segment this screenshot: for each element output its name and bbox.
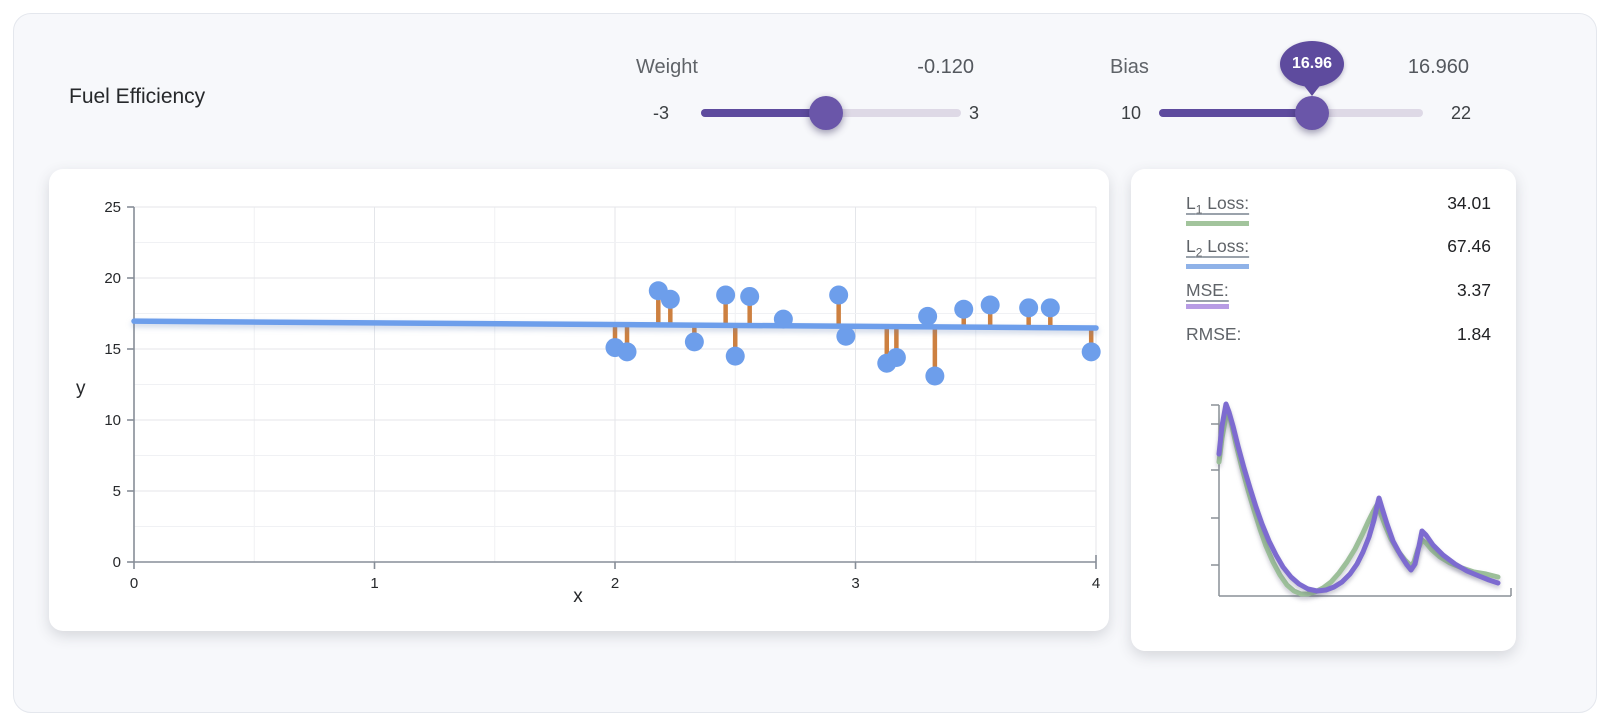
metric-label-l1[interactable]: L1 Loss: [1186,193,1250,227]
bias-min-label: 10 [1120,103,1141,123]
x-tick-label: 1 [370,575,378,592]
scatter-point[interactable] [740,286,760,306]
bias-slider-fill [1159,109,1313,117]
x-tick-label: 2 [611,575,619,592]
metric-row-l1: L1 Loss: 34.01 [1186,193,1491,227]
metric-row-l2: L2 Loss: 67.46 [1186,236,1491,270]
weight-label: Weight [636,56,698,78]
loss-curve-l1 [1216,408,1501,597]
regression-line [131,318,1099,331]
metric-label-l2[interactable]: L2 Loss: [1186,236,1250,270]
x-tick-label: 0 [130,575,138,592]
weight-value: -0.120 [917,56,974,78]
weight-slider-fill [701,109,826,117]
scatter-point[interactable] [1081,342,1101,362]
weight-slider-track[interactable] [701,96,961,130]
metric-row-mse: MSE: 3.37 [1186,280,1491,314]
scatter-point[interactable] [684,332,704,352]
weight-slider-thumb[interactable] [808,96,843,130]
x-tick-label: 4 [1092,575,1100,592]
scatter-point[interactable] [725,346,745,366]
metric-value-rmse: 1.84 [1456,324,1491,344]
metric-value-mse: 3.37 [1456,280,1491,300]
y-axis-title: y [76,378,86,399]
scatter-point[interactable] [773,309,793,329]
weight-max-label: 3 [969,103,980,123]
bias-value: 16.960 [1407,56,1469,78]
y-tick-label: 20 [104,270,121,287]
metric-label-subscript: 2 [1195,245,1203,260]
x-axis-title: x [573,586,583,607]
loss-curve-mse [1216,401,1501,594]
scatter-point[interactable] [1019,298,1039,318]
y-tick-label: 25 [104,199,121,216]
loss-metrics-card: L1 Loss: 34.01 L2 Loss: 67.46 MSE: 3.37 RMSE: 1… [1131,169,1516,651]
y-tick-label: 0 [113,554,121,571]
app-container: Fuel Efficiency Weight -0.120 -3 3 Bias … [13,13,1597,713]
scatter-point[interactable] [980,295,1000,315]
metric-value-l1: 34.01 [1447,193,1491,213]
loss-history-chart [1211,401,1512,597]
weight-min-label: -3 [652,103,669,123]
bias-slider-thumb[interactable] [1295,96,1330,130]
scatter-point[interactable] [925,366,945,386]
scatter-point[interactable] [617,342,637,362]
y-tick-label: 5 [113,483,121,500]
bias-label: Bias [1110,56,1149,78]
scatter-point[interactable] [954,299,974,319]
bias-tooltip: 16.96 [1280,41,1344,87]
metric-value-l2: 67.46 [1447,236,1491,256]
y-tick-label: 10 [104,412,121,429]
scatter-chart: 0 5 10 15 20 25 0 1 2 3 4 y x [76,199,1101,607]
x-tick-label: 3 [851,575,859,592]
scatter-point[interactable] [716,285,736,305]
scatter-point[interactable] [660,289,680,309]
bias-max-label: 22 [1451,103,1472,123]
bias-slider-track[interactable] [1159,96,1423,130]
bias-tooltip-value: 16.96 [1291,55,1333,72]
metric-label-mse[interactable]: MSE: [1186,280,1229,310]
scatter-point[interactable] [836,326,856,346]
page-title: Fuel Efficiency [69,85,206,108]
scatter-point[interactable] [886,348,906,368]
metric-row-rmse: RMSE: 1.84 [1186,324,1491,358]
metric-label-subscript: 1 [1195,202,1203,217]
scatter-point[interactable] [918,306,938,326]
y-tick-label: 15 [104,341,121,358]
scatter-chart-card: 0 5 10 15 20 25 0 1 2 3 4 y x [49,169,1109,631]
scatter-point[interactable] [1040,298,1060,318]
scatter-point[interactable] [829,285,849,305]
metric-label-rmse: RMSE: [1186,324,1242,344]
